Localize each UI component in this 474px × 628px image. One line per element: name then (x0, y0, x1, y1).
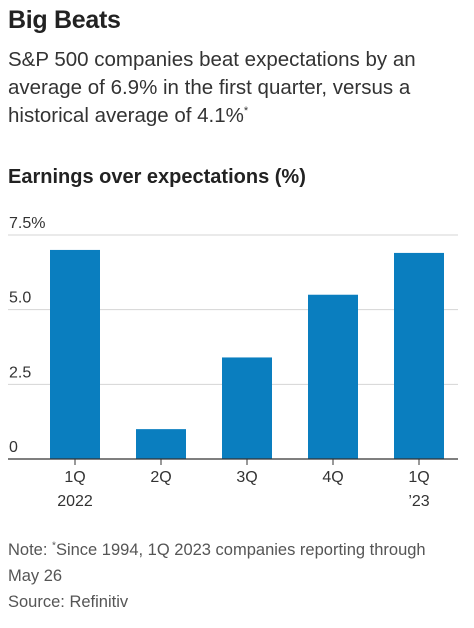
x-tick-label: 4Q (322, 469, 343, 486)
footnote: Note: *Since 1994, 1Q 2023 companies rep… (8, 537, 448, 589)
chart-title: Earnings over expectations (%) (8, 166, 306, 188)
subtitle-footnote-mark: * (243, 105, 249, 118)
y-tick-label: 2.5 (9, 364, 31, 381)
x-tick-label: 2Q (150, 469, 171, 486)
x-tick-label: ’23 (408, 493, 429, 510)
x-tick-label: 1Q (64, 469, 85, 486)
source-line: Source: Refinitiv (8, 593, 129, 611)
bar-chart: 0 2.5 5.0 7.5% 1Q 2022 2Q 3Q 4Q 1Q ’23 (8, 215, 458, 510)
note-prefix: Note: (8, 541, 53, 559)
note-text: Since 1994, 1Q 2023 companies reporting … (8, 541, 426, 585)
x-tick-label: 3Q (236, 469, 257, 486)
bar (308, 294, 358, 459)
page-title: Big Beats (8, 6, 121, 34)
note-mark: * (52, 540, 56, 552)
x-tick-label: 2022 (57, 493, 93, 510)
bar (222, 357, 272, 459)
x-tick-label: 1Q (408, 469, 429, 486)
y-tick-label: 7.5% (9, 215, 45, 232)
subtitle-text: S&P 500 companies beat expectations by a… (8, 48, 416, 127)
subtitle: S&P 500 companies beat expectations by a… (8, 46, 448, 130)
y-tick-label: 0 (9, 439, 18, 456)
bar (394, 252, 444, 459)
bar (50, 249, 100, 459)
y-tick-label: 5.0 (9, 290, 31, 307)
bar (136, 429, 186, 459)
